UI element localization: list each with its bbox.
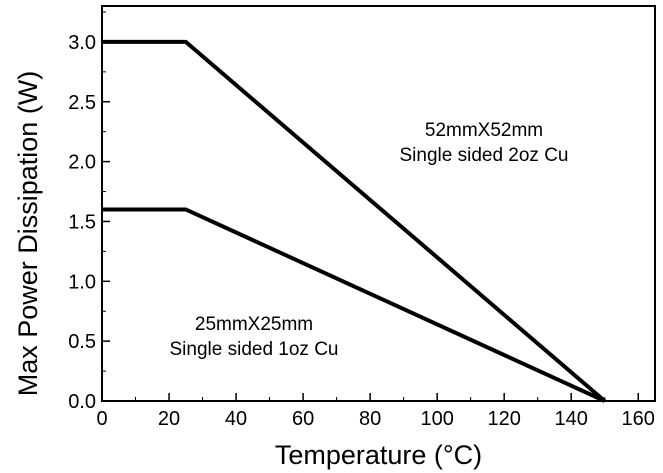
series-lines	[102, 39, 607, 403]
y-tick-label: 1.0	[68, 271, 96, 293]
x-tick-label: 60	[292, 408, 314, 430]
y-tick-label: 2.5	[68, 92, 96, 114]
x-tick-label: 120	[487, 408, 520, 430]
series-line-2	[102, 207, 606, 403]
x-tick-label: 140	[555, 408, 588, 430]
series-annotations: 52mmX52mm Single sided 2oz Cu 25mmX25mm Sin…	[147, 114, 591, 360]
x-tick-label: 100	[420, 408, 453, 430]
y-tick-label: 0.0	[68, 391, 96, 413]
annotation-line: Single sided 1oz Cu	[170, 339, 339, 360]
annotation-line: Single sided 2oz Cu	[400, 145, 569, 166]
x-tick-label: 80	[359, 408, 381, 430]
annotation-background	[147, 308, 361, 360]
y-tick-label: 1.5	[68, 211, 96, 233]
series-line-1	[102, 39, 607, 403]
y-tick-label: 3.0	[68, 32, 96, 54]
x-tick-label: 160	[622, 408, 655, 430]
annotation-background	[377, 114, 591, 166]
x-tick-label: 0	[96, 408, 107, 430]
annotation-line: 52mmX52mm	[425, 120, 543, 141]
series-annotation-1: 52mmX52mm Single sided 2oz Cu	[377, 114, 591, 166]
y-axis-label: Max Power Dissipation (W)	[13, 71, 43, 397]
annotation-line: 25mmX25mm	[195, 314, 313, 335]
y-tick-label: 2.0	[68, 152, 96, 174]
plot-frame	[101, 5, 656, 402]
y-tick-label: 0.5	[68, 331, 96, 353]
x-tick-label: 20	[158, 408, 180, 430]
x-tick-label: 40	[225, 408, 247, 430]
series-annotation-2: 25mmX25mm Single sided 1oz Cu	[147, 308, 361, 360]
x-axis-label: Temperature (°C)	[275, 440, 482, 470]
axis-tick-labels: 0 20 40 60 80 100 120 140 160 0.0 0.5 1.0 1.5 2.0 2.5 3…	[68, 32, 655, 430]
